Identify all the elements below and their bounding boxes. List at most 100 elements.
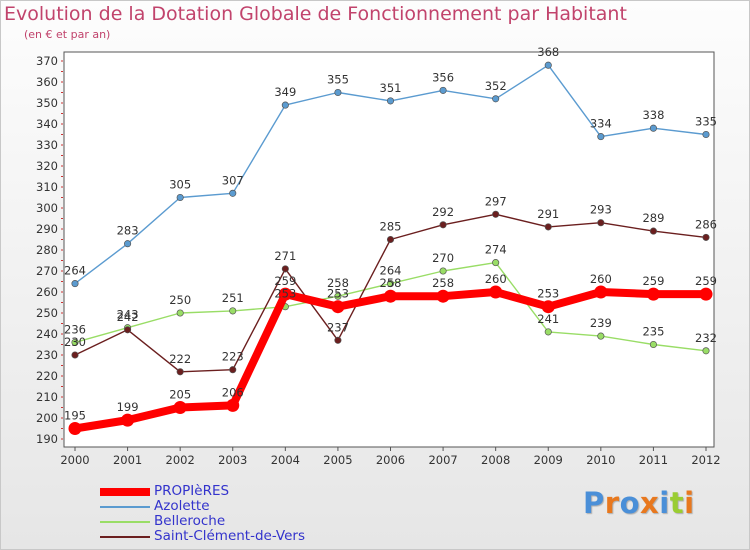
data-point — [331, 300, 345, 314]
data-label: 356 — [432, 70, 454, 84]
data-point — [124, 240, 132, 248]
y-tick-label: 360 — [36, 75, 58, 89]
data-label: 289 — [642, 211, 664, 225]
data-point — [281, 101, 289, 109]
y-tick-label: 320 — [36, 159, 58, 173]
data-point — [439, 86, 447, 94]
data-point — [544, 223, 552, 231]
data-point — [436, 289, 450, 303]
data-label: 307 — [222, 173, 244, 187]
y-tick-label: 340 — [36, 117, 58, 131]
data-point — [544, 61, 552, 69]
data-point — [334, 88, 342, 97]
x-tick-label: 2006 — [376, 453, 405, 467]
data-label: 230 — [64, 335, 86, 349]
data-label: 349 — [274, 85, 296, 99]
data-label: 259 — [695, 274, 717, 288]
data-point — [649, 227, 657, 235]
data-label: 259 — [274, 274, 296, 288]
x-tick-label: 2004 — [271, 453, 300, 467]
legend-swatch — [100, 536, 150, 538]
data-label: 206 — [222, 385, 244, 399]
y-tick-label: 230 — [36, 348, 58, 362]
chart-title: Evolution de la Dotation Globale de Fonc… — [4, 3, 627, 25]
data-label: 205 — [169, 388, 191, 402]
data-label: 260 — [485, 272, 507, 286]
y-tick-label: 190 — [36, 432, 58, 446]
x-tick-label: 2010 — [586, 453, 615, 467]
data-point — [71, 351, 79, 359]
y-tick-label: 280 — [36, 243, 58, 257]
data-point — [541, 300, 555, 314]
data-point — [386, 235, 395, 244]
data-point — [489, 285, 503, 299]
data-point — [702, 130, 710, 139]
data-label: 293 — [590, 203, 612, 217]
legend-label: PROPIèRES — [154, 483, 230, 499]
data-label: 242 — [117, 310, 139, 324]
proxiti-logo: Proxiti — [583, 486, 695, 520]
data-point — [649, 340, 657, 349]
chart-series — [68, 61, 713, 435]
data-label: 253 — [537, 287, 559, 301]
logo-letter: P — [583, 486, 605, 520]
data-label: 243 — [117, 308, 139, 322]
plot-area — [63, 51, 715, 448]
data-point — [173, 401, 187, 414]
data-point — [226, 398, 240, 412]
data-point — [124, 326, 132, 334]
y-tick-label: 260 — [36, 285, 58, 299]
data-label: 305 — [169, 178, 191, 192]
data-label: 291 — [537, 207, 559, 221]
data-label: 237 — [327, 320, 349, 334]
data-point — [646, 287, 660, 301]
y-tick-label: 210 — [36, 390, 58, 404]
data-label: 258 — [432, 276, 454, 290]
y-tick-label: 250 — [36, 306, 58, 320]
y-tick-label: 330 — [36, 138, 58, 152]
data-label: 253 — [327, 287, 349, 301]
data-point — [229, 366, 237, 374]
chart-axes: 190 200 210 220 230 240 250 260 270 280 290 300 310 3… — [36, 51, 721, 467]
logo-letter: t — [669, 486, 685, 520]
data-label: 251 — [222, 291, 244, 305]
data-label: 271 — [274, 249, 296, 263]
data-point — [176, 193, 184, 202]
data-point — [71, 280, 79, 288]
legend-label: Azolette — [154, 498, 210, 514]
data-point — [176, 309, 184, 317]
series-main — [68, 285, 713, 435]
data-point — [68, 422, 82, 435]
x-tick-label: 2012 — [691, 453, 720, 467]
logo-letter: r — [604, 486, 620, 520]
x-tick-label: 2011 — [639, 453, 668, 467]
data-label: 235 — [642, 325, 664, 339]
data-point — [176, 368, 184, 376]
data-label: 338 — [642, 108, 664, 122]
logo-letter: i — [684, 486, 695, 520]
data-label: 222 — [169, 352, 191, 366]
data-label: 241 — [537, 312, 559, 326]
data-point — [121, 413, 135, 427]
data-label: 264 — [380, 264, 402, 278]
data-label: 236 — [64, 322, 86, 336]
data-label: 297 — [485, 194, 507, 208]
y-tick-label: 200 — [36, 411, 58, 425]
legend-swatch — [100, 506, 150, 508]
data-label: 352 — [485, 79, 507, 93]
data-label: 274 — [485, 243, 507, 257]
x-tick-label: 2005 — [323, 453, 352, 467]
data-label: 223 — [222, 350, 244, 364]
legend-label: Belleroche — [154, 513, 226, 529]
data-point — [278, 287, 292, 301]
x-tick-label: 2002 — [166, 453, 195, 467]
data-label: 199 — [117, 400, 139, 414]
y-tick-label: 350 — [36, 96, 58, 110]
x-tick-label: 2000 — [60, 453, 89, 467]
data-label: 258 — [327, 276, 349, 290]
data-label: 283 — [117, 224, 139, 238]
x-tick-label: 2009 — [534, 453, 563, 467]
y-tick-label: 310 — [36, 180, 58, 194]
data-point — [334, 336, 342, 344]
data-point — [386, 97, 395, 105]
